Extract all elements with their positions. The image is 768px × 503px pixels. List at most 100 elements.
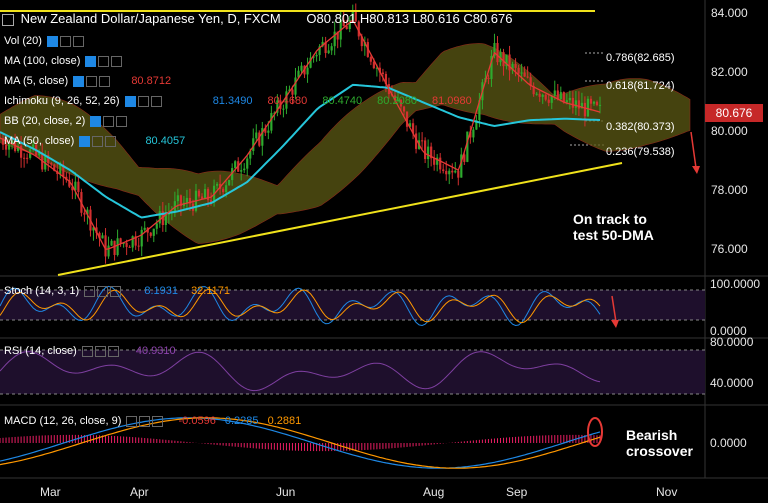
candle-body	[372, 61, 375, 69]
settings-icon[interactable]	[46, 35, 58, 47]
candle-body	[32, 144, 35, 150]
price-axis-tick: 80.000	[711, 124, 748, 138]
candle	[143, 221, 146, 233]
close-icon[interactable]	[152, 415, 164, 427]
close-icon[interactable]	[107, 345, 119, 357]
candle-body	[53, 164, 56, 171]
candle	[140, 226, 143, 257]
candle-body	[83, 212, 86, 215]
candle-body	[23, 157, 26, 159]
close-icon[interactable]	[99, 75, 111, 87]
macd-legend[interactable]: MACD (12, 26, close, 9) -0.0596 0.2285 0…	[4, 415, 301, 427]
close-icon[interactable]	[110, 285, 122, 297]
candle	[137, 237, 140, 252]
candle	[348, 16, 351, 33]
visibility-icon[interactable]	[94, 345, 106, 357]
candle-body	[514, 63, 517, 68]
macd-signal-value: 0.2881	[267, 415, 302, 427]
candle	[589, 95, 593, 111]
indicator-ma50-label: MA (50, close)	[4, 135, 75, 147]
indicator-vol[interactable]: Vol (20)	[4, 35, 84, 47]
macd-hist-value: -0.0596	[178, 415, 216, 427]
candle-body	[342, 19, 345, 27]
candle	[517, 64, 520, 82]
high-label: H	[359, 11, 370, 26]
candle-body	[324, 41, 327, 54]
candle-body	[104, 235, 107, 257]
candle-body	[354, 10, 357, 22]
candle-body	[155, 223, 158, 229]
candle-body	[134, 236, 137, 246]
candle-body	[399, 99, 403, 107]
settings-icon[interactable]	[90, 115, 102, 127]
visibility-icon[interactable]	[98, 55, 110, 67]
candle-body	[185, 197, 189, 203]
candle	[427, 139, 430, 169]
rsi-legend[interactable]: RSI (14, close) 40.9310	[4, 345, 176, 357]
visibility-icon[interactable]	[92, 135, 104, 147]
visibility-icon[interactable]	[86, 75, 98, 87]
candle-body	[502, 52, 505, 67]
indicator-ma100-label: MA (100, close)	[4, 55, 81, 67]
candle	[574, 90, 577, 116]
close-icon[interactable]	[105, 135, 117, 147]
settings-icon[interactable]	[73, 75, 85, 87]
visibility-icon[interactable]	[59, 35, 71, 47]
candle-body	[122, 242, 125, 244]
candle-body	[228, 180, 231, 186]
candle-body	[315, 54, 318, 57]
visibility-icon[interactable]	[139, 415, 151, 427]
indicator-ma50[interactable]: MA (50, close) 80.4057	[4, 135, 185, 147]
visibility-icon[interactable]	[137, 95, 149, 107]
settings-icon[interactable]	[84, 285, 96, 297]
candle	[291, 85, 294, 105]
candle	[511, 61, 514, 74]
collapse-icon[interactable]	[2, 13, 14, 26]
settings-icon[interactable]	[124, 95, 136, 107]
candle-body	[562, 92, 565, 103]
time-axis-tick: Nov	[656, 485, 678, 499]
close-icon[interactable]	[72, 35, 84, 47]
settings-icon[interactable]	[79, 135, 91, 147]
candle-body	[294, 77, 297, 95]
down-arrow-stoch	[611, 295, 617, 323]
fib-label-0382: 0.382(80.373)	[606, 121, 675, 133]
settings-icon[interactable]	[81, 345, 93, 357]
candle-body	[511, 63, 514, 71]
close-icon[interactable]	[116, 115, 128, 127]
candle-body	[487, 77, 490, 79]
candle	[559, 86, 562, 102]
candle	[508, 45, 511, 81]
candle	[200, 193, 204, 199]
settings-icon[interactable]	[85, 55, 97, 67]
stoch-legend[interactable]: Stoch (14, 3, 1) 8.1931 32.1171	[4, 285, 230, 297]
settings-icon[interactable]	[126, 415, 138, 427]
close-icon[interactable]	[111, 55, 123, 67]
indicator-bb-label: BB (20, close, 2)	[4, 115, 86, 127]
candle	[333, 21, 336, 56]
stoch-k-line	[0, 285, 601, 327]
candle-body	[203, 189, 207, 199]
close-icon[interactable]	[150, 95, 162, 107]
candle-body	[282, 108, 285, 110]
indicator-ma5[interactable]: MA (5, close) 80.8712	[4, 75, 171, 87]
visibility-icon[interactable]	[103, 115, 115, 127]
candle-body	[125, 242, 128, 247]
indicator-ichimoku[interactable]: Ichimoku (9, 26, 52, 26) 81.3490 80.4680…	[4, 95, 472, 107]
candle-body	[285, 91, 288, 109]
candle-body	[50, 163, 53, 165]
indicator-ma100[interactable]: MA (100, close)	[4, 55, 123, 67]
candle	[300, 62, 303, 74]
signal-line	[0, 417, 601, 469]
candle-body	[38, 152, 41, 156]
candle	[264, 124, 267, 137]
candle-body	[427, 146, 430, 160]
candle-body	[188, 197, 192, 204]
candle	[32, 139, 35, 152]
last-price-tag: 80.676	[705, 104, 763, 122]
indicator-bb[interactable]: BB (20, close, 2)	[4, 115, 128, 127]
candle	[255, 124, 258, 143]
candle-body	[149, 232, 152, 236]
visibility-icon[interactable]	[97, 285, 109, 297]
